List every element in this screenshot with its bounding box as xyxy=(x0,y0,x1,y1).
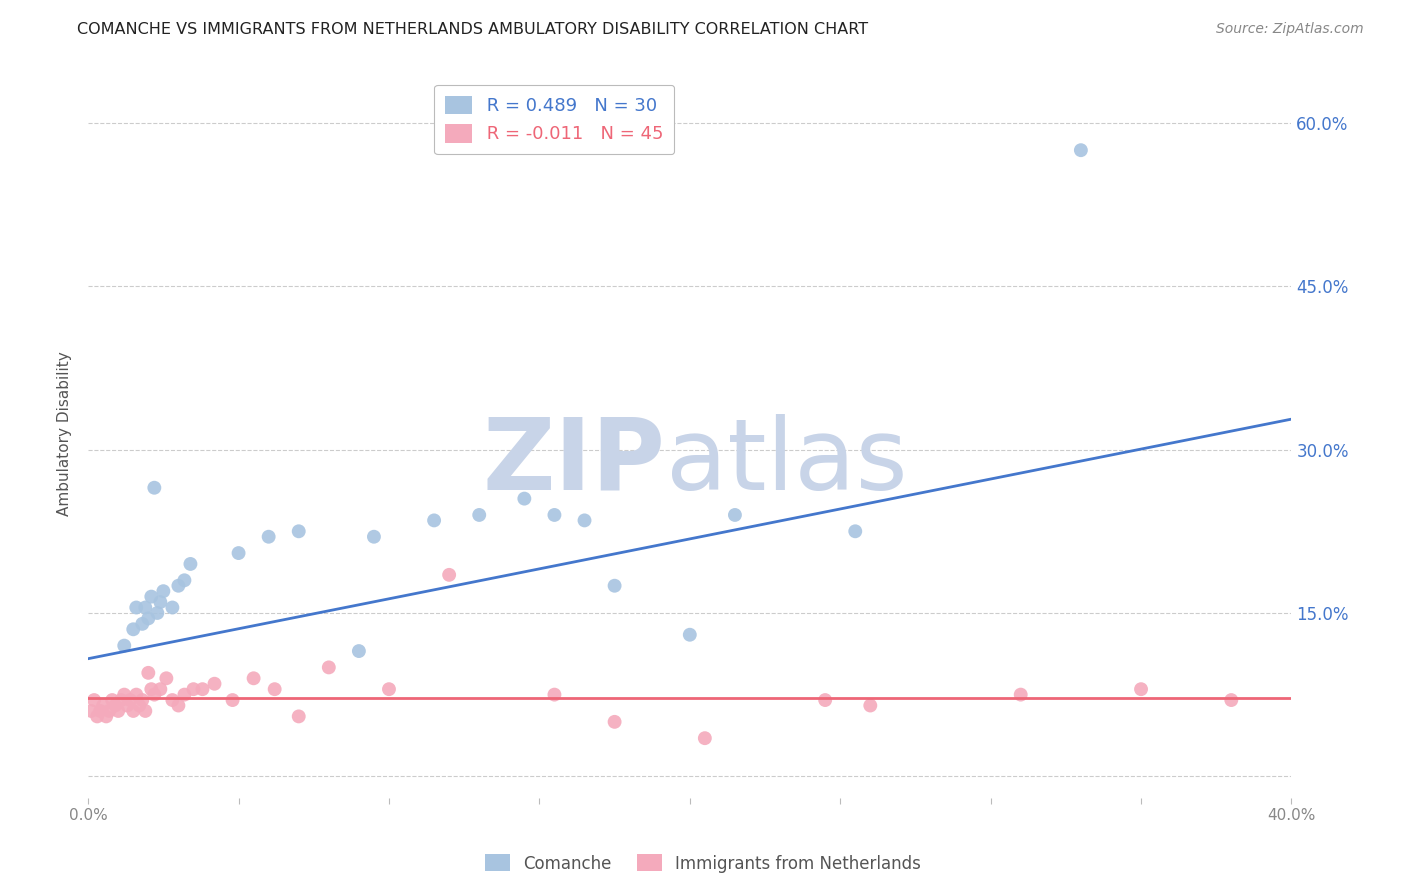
Point xyxy=(146,606,169,620)
Point xyxy=(122,622,145,636)
Point xyxy=(112,639,135,653)
Point xyxy=(149,595,172,609)
Point xyxy=(1220,693,1243,707)
Point xyxy=(86,709,108,723)
Point xyxy=(173,574,195,588)
Point xyxy=(603,714,626,729)
Point xyxy=(263,682,285,697)
Point xyxy=(134,704,156,718)
Point xyxy=(204,677,226,691)
Point xyxy=(96,709,118,723)
Point xyxy=(110,693,132,707)
Point xyxy=(134,600,156,615)
Point xyxy=(423,513,446,527)
Point xyxy=(173,688,195,702)
Point xyxy=(125,600,148,615)
Point xyxy=(221,693,243,707)
Point xyxy=(287,709,309,723)
Point xyxy=(242,671,264,685)
Legend:  R = 0.489   N = 30,  R = -0.011   N = 45: R = 0.489 N = 30, R = -0.011 N = 45 xyxy=(434,85,675,154)
Point xyxy=(378,682,401,697)
Point xyxy=(844,524,866,539)
Point xyxy=(107,704,129,718)
Point xyxy=(859,698,882,713)
Point xyxy=(155,671,177,685)
Point xyxy=(136,665,159,680)
Point xyxy=(104,698,127,713)
Point xyxy=(468,508,491,522)
Point xyxy=(543,688,565,702)
Legend: Comanche, Immigrants from Netherlands: Comanche, Immigrants from Netherlands xyxy=(478,847,928,880)
Point xyxy=(543,508,565,522)
Point xyxy=(167,698,190,713)
Point xyxy=(152,584,174,599)
Point xyxy=(91,698,114,713)
Point xyxy=(141,682,163,697)
Point xyxy=(179,557,201,571)
Point xyxy=(437,567,460,582)
Point xyxy=(724,508,747,522)
Point xyxy=(814,693,837,707)
Text: ZIP: ZIP xyxy=(482,414,665,511)
Point xyxy=(228,546,250,560)
Point xyxy=(679,628,702,642)
Point xyxy=(363,530,385,544)
Point xyxy=(112,688,135,702)
Point xyxy=(131,693,153,707)
Point xyxy=(136,611,159,625)
Point xyxy=(287,524,309,539)
Point xyxy=(574,513,596,527)
Point xyxy=(141,590,163,604)
Point xyxy=(128,698,150,713)
Point xyxy=(149,682,172,697)
Point xyxy=(125,688,148,702)
Point xyxy=(131,616,153,631)
Point xyxy=(347,644,370,658)
Point xyxy=(257,530,280,544)
Text: COMANCHE VS IMMIGRANTS FROM NETHERLANDS AMBULATORY DISABILITY CORRELATION CHART: COMANCHE VS IMMIGRANTS FROM NETHERLANDS … xyxy=(77,22,869,37)
Point xyxy=(122,704,145,718)
Y-axis label: Ambulatory Disability: Ambulatory Disability xyxy=(58,351,72,516)
Point xyxy=(83,693,105,707)
Point xyxy=(143,481,166,495)
Point xyxy=(80,704,103,718)
Text: Source: ZipAtlas.com: Source: ZipAtlas.com xyxy=(1216,22,1364,37)
Point xyxy=(1070,143,1092,157)
Point xyxy=(191,682,214,697)
Point xyxy=(89,704,111,718)
Point xyxy=(117,698,139,713)
Point xyxy=(143,688,166,702)
Point xyxy=(120,693,142,707)
Point xyxy=(318,660,340,674)
Point xyxy=(693,731,716,746)
Point xyxy=(167,579,190,593)
Point xyxy=(513,491,536,506)
Point xyxy=(98,704,121,718)
Point xyxy=(183,682,205,697)
Point xyxy=(1130,682,1153,697)
Point xyxy=(162,600,184,615)
Point xyxy=(162,693,184,707)
Point xyxy=(603,579,626,593)
Text: atlas: atlas xyxy=(665,414,907,511)
Point xyxy=(1010,688,1032,702)
Point xyxy=(101,693,124,707)
